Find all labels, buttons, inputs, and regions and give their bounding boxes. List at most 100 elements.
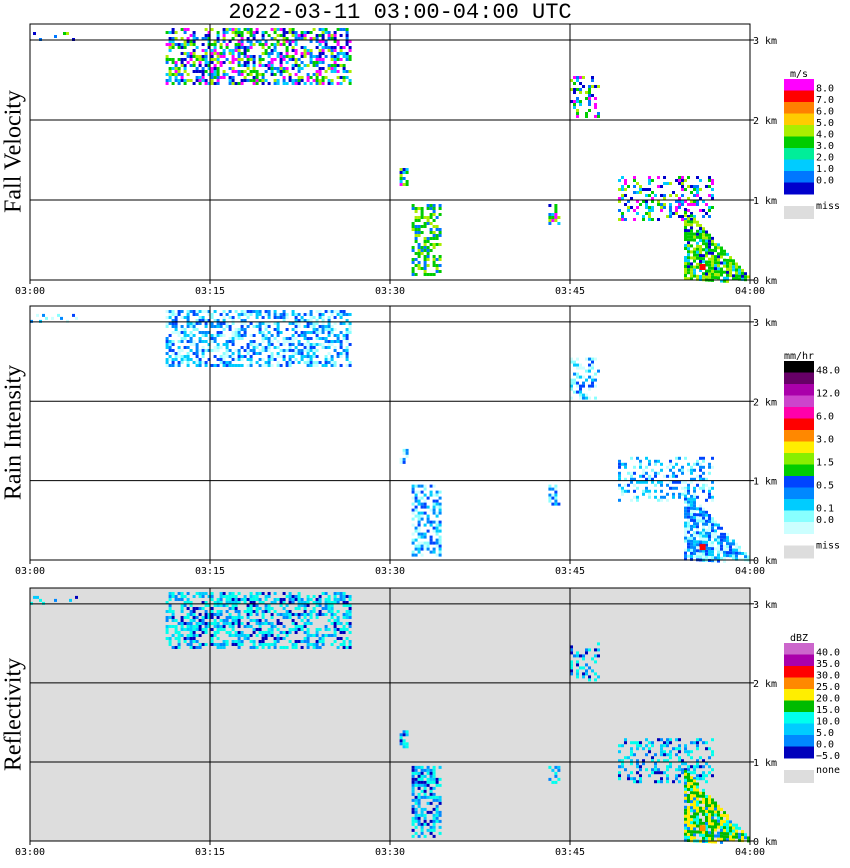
data-cell: [420, 822, 424, 826]
data-cell: [621, 197, 624, 200]
data-cell: [645, 477, 648, 481]
data-cell: [591, 366, 594, 370]
data-cell: [288, 628, 292, 631]
data-cell: [330, 643, 334, 646]
data-cell: [234, 46, 238, 49]
x-tick-label: 03:45: [555, 566, 585, 577]
data-cell: [675, 747, 678, 751]
data-cell: [723, 811, 726, 815]
data-cell: [309, 58, 313, 61]
data-cell: [267, 364, 271, 367]
data-cell: [654, 489, 657, 493]
data-cell: [426, 216, 430, 219]
data-cell: [548, 219, 552, 222]
data-cell: [234, 595, 238, 598]
data-cell: [273, 49, 277, 52]
data-cell: [246, 37, 250, 40]
data-cell: [582, 396, 585, 400]
data-cell: [705, 555, 708, 559]
data-cell: [255, 598, 259, 601]
data-cell: [591, 94, 594, 97]
data-cell: [702, 489, 705, 493]
data-cell: [195, 628, 199, 631]
data-cell: [273, 625, 277, 628]
data-cell: [696, 821, 699, 825]
data-cell: [273, 601, 277, 604]
data-cell: [327, 31, 331, 34]
data-cell: [573, 360, 576, 364]
data-cell: [696, 525, 699, 529]
data-cell: [282, 319, 286, 322]
data-cell: [648, 747, 651, 751]
data-cell: [180, 595, 184, 598]
data-cell: [192, 352, 196, 355]
data-cell: [336, 82, 340, 85]
data-cell: [687, 821, 690, 824]
y-tick-label: 3 km: [753, 36, 777, 47]
data-cell: [699, 251, 702, 254]
data-cell: [414, 783, 418, 787]
data-cell: [231, 322, 235, 325]
data-cell: [684, 218, 687, 221]
data-cell: [573, 372, 576, 376]
data-cell: [702, 788, 705, 792]
data-cell: [702, 800, 705, 804]
data-cell: [174, 76, 178, 79]
data-cell: [333, 346, 337, 349]
data-cell: [219, 601, 223, 604]
data-cell: [648, 495, 651, 499]
data-cell: [693, 785, 696, 789]
data-cell: [333, 601, 337, 604]
data-cell: [276, 40, 280, 43]
data-cell: [633, 477, 636, 481]
data-cell: [336, 352, 340, 355]
data-cell: [324, 613, 328, 616]
data-cell: [282, 55, 286, 58]
data-cell: [252, 631, 256, 634]
data-cell: [204, 364, 208, 367]
data-cell: [204, 592, 208, 595]
data-cell: [345, 331, 349, 334]
data-cell: [273, 643, 277, 646]
data-cell: [165, 31, 169, 34]
data-cell: [174, 358, 178, 361]
data-cell: [702, 260, 705, 264]
data-cell: [264, 310, 268, 313]
data-cell: [705, 531, 708, 535]
data-cell: [696, 809, 699, 813]
data-cell: [189, 349, 193, 352]
data-cell: [705, 245, 708, 249]
legend-swatch: [784, 395, 814, 408]
data-cell: [708, 248, 711, 252]
data-cell: [345, 43, 349, 46]
data-cell: [684, 790, 687, 794]
data-cell: [639, 741, 642, 745]
data-cell: [204, 55, 208, 58]
data-cell: [282, 313, 286, 316]
data-cell: [435, 520, 439, 524]
data-cell: [273, 610, 277, 613]
data-cell: [696, 803, 699, 807]
data-cell: [684, 456, 687, 460]
data-cell: [405, 730, 409, 734]
data-cell: [195, 67, 199, 70]
data-cell: [315, 40, 319, 43]
data-cell: [618, 765, 621, 769]
data-cell: [177, 622, 181, 625]
data-cell: [720, 822, 723, 826]
data-cell: [327, 628, 331, 631]
data-cell: [306, 646, 310, 649]
data-cell: [345, 58, 349, 61]
data-cell: [324, 46, 328, 49]
data-cell: [327, 598, 331, 601]
data-cell: [339, 631, 343, 634]
data-cell: [327, 346, 331, 349]
data-cell: [228, 607, 232, 610]
data-cell: [168, 37, 172, 40]
data-cell: [720, 819, 723, 823]
data-cell: [171, 646, 175, 649]
data-cell: [345, 52, 349, 55]
data-cell: [201, 79, 205, 82]
data-cell: [345, 40, 349, 43]
data-cell: [432, 786, 436, 790]
